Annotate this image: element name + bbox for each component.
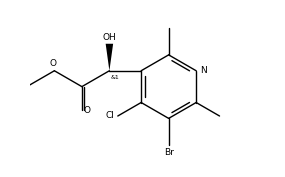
Text: N: N: [200, 66, 207, 75]
Text: &1: &1: [111, 75, 120, 80]
Polygon shape: [106, 44, 113, 71]
Text: O: O: [49, 59, 56, 68]
Text: O: O: [83, 106, 90, 115]
Text: Br: Br: [164, 148, 174, 157]
Text: OH: OH: [103, 33, 116, 42]
Text: Cl: Cl: [106, 111, 115, 120]
